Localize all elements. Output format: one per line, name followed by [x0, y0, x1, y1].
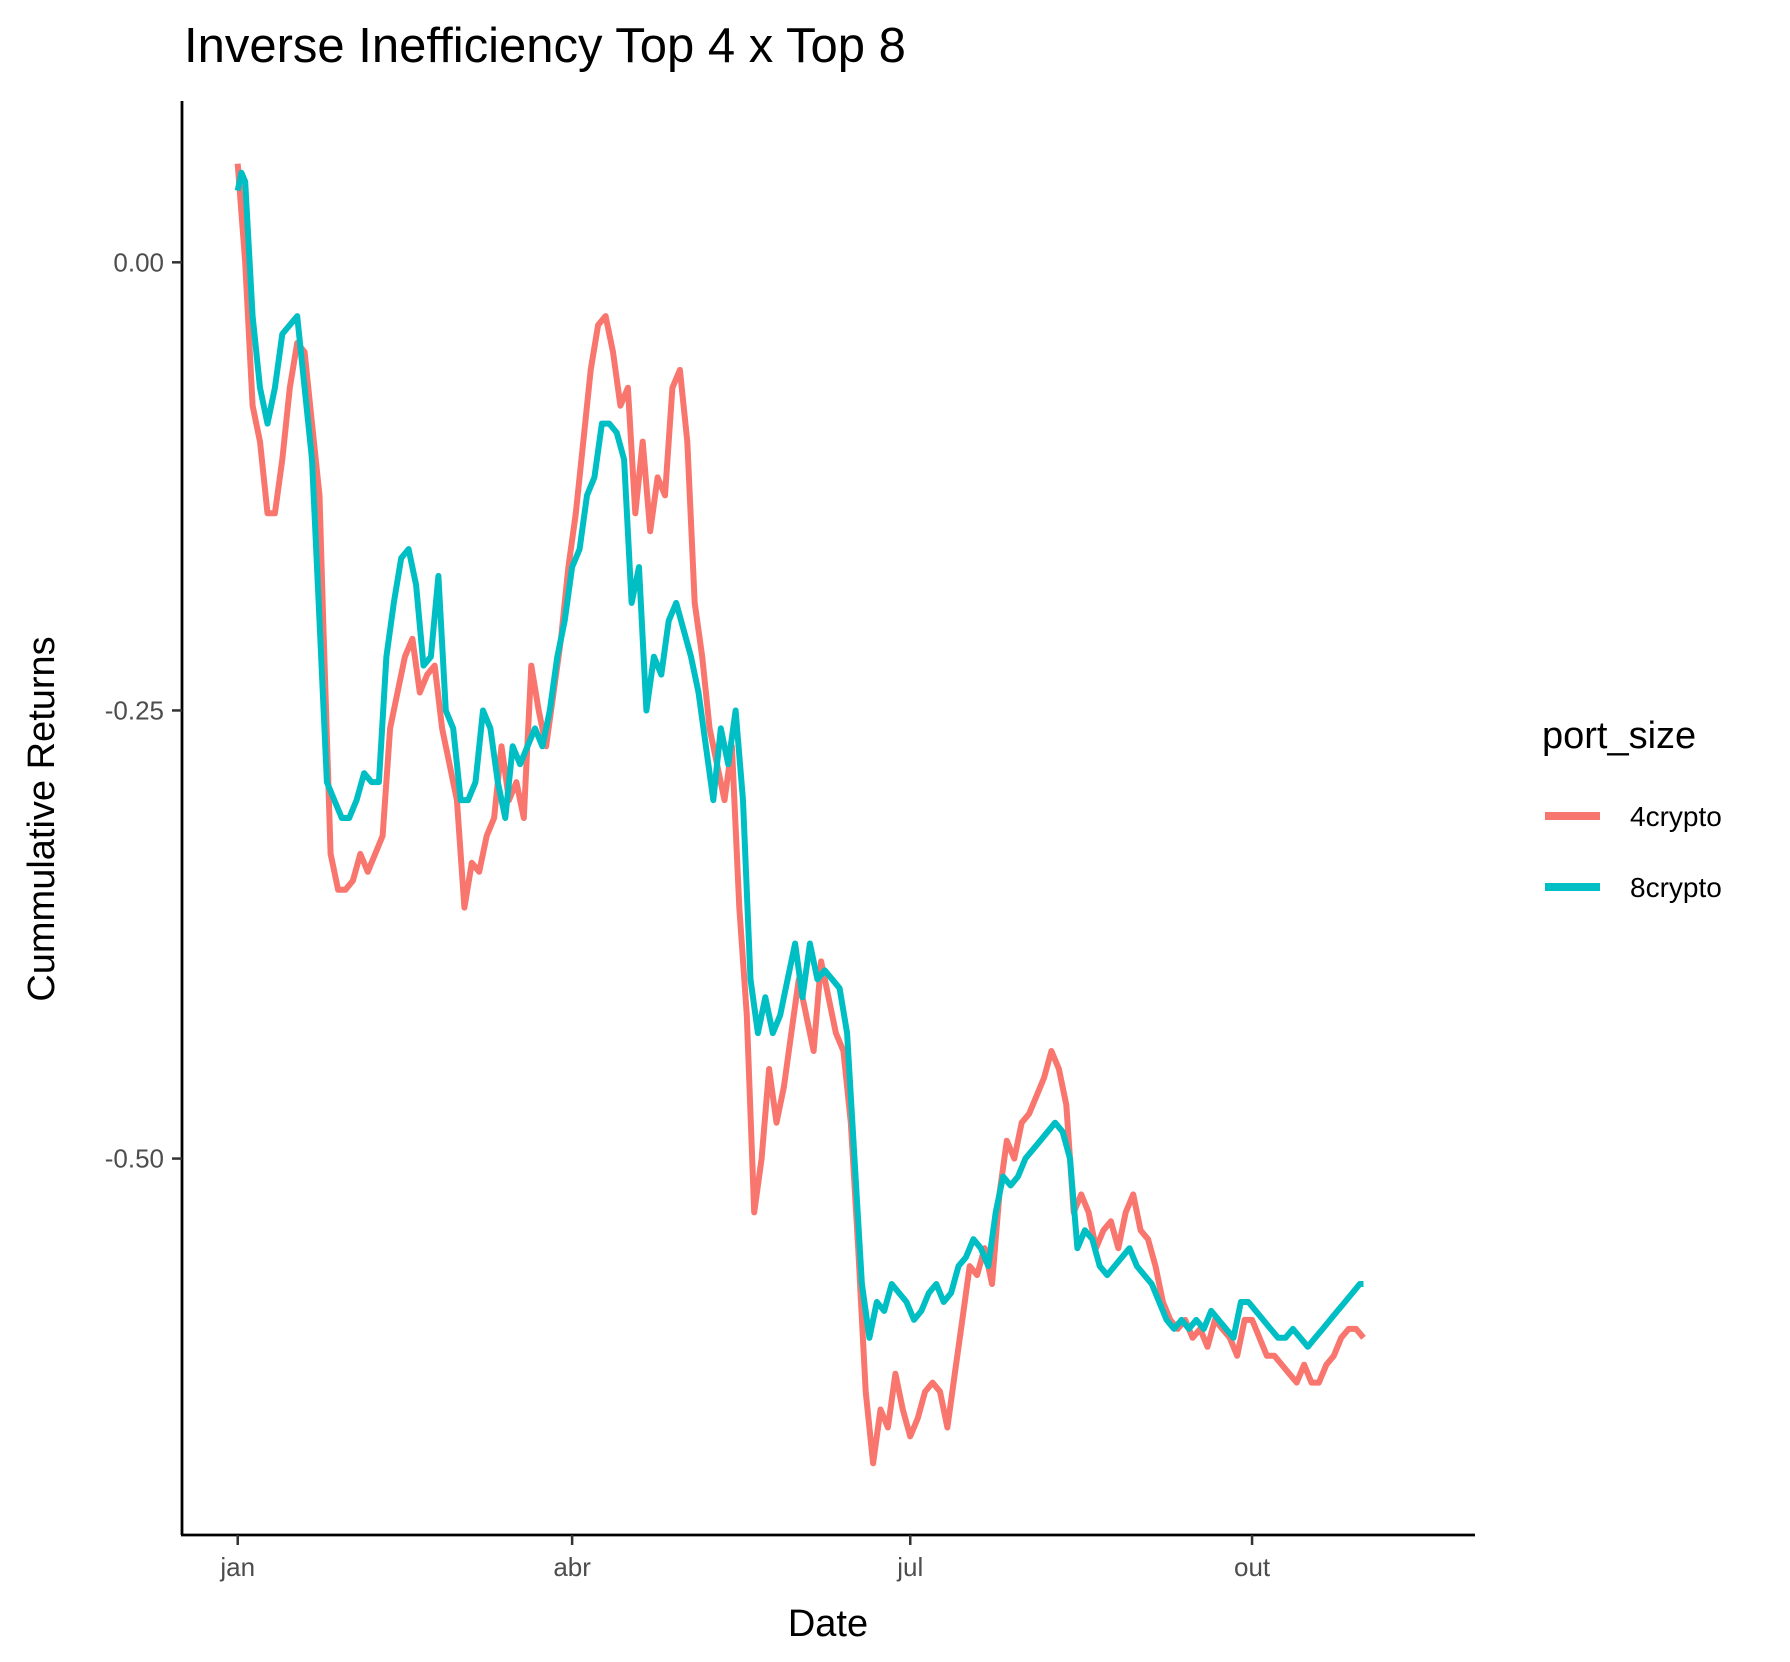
chart-title: Inverse Inefficiency Top 4 x Top 8 — [184, 19, 906, 73]
y-ticks: 0.00 -0.25 -0.50 — [105, 247, 182, 1174]
series-line-4crypto — [234, 163, 1366, 1467]
x-tick-label: jan — [219, 1552, 255, 1582]
x-ticks: jan abr jul out — [219, 1535, 1271, 1582]
y-tick-label: -0.50 — [105, 1144, 164, 1174]
y-axis-title: Cummulative Returns — [21, 636, 63, 1001]
series-line-8crypto — [234, 169, 1364, 1350]
plot-area — [234, 163, 1366, 1467]
legend-title: port_size — [1542, 715, 1696, 757]
x-tick-label: jul — [896, 1552, 923, 1582]
y-tick-label: -0.25 — [105, 695, 164, 725]
legend-label-8crypto: 8crypto — [1630, 872, 1722, 903]
x-tick-label: abr — [553, 1552, 591, 1582]
x-axis-title: Date — [788, 1603, 868, 1645]
x-tick-label: out — [1234, 1552, 1271, 1582]
y-tick-label: 0.00 — [113, 247, 164, 277]
legend-label-4crypto: 4crypto — [1630, 801, 1722, 832]
legend: port_size 4crypto 8crypto — [1542, 715, 1722, 903]
series-layer — [234, 163, 1366, 1467]
legend-items: 4crypto 8crypto — [1545, 801, 1722, 903]
